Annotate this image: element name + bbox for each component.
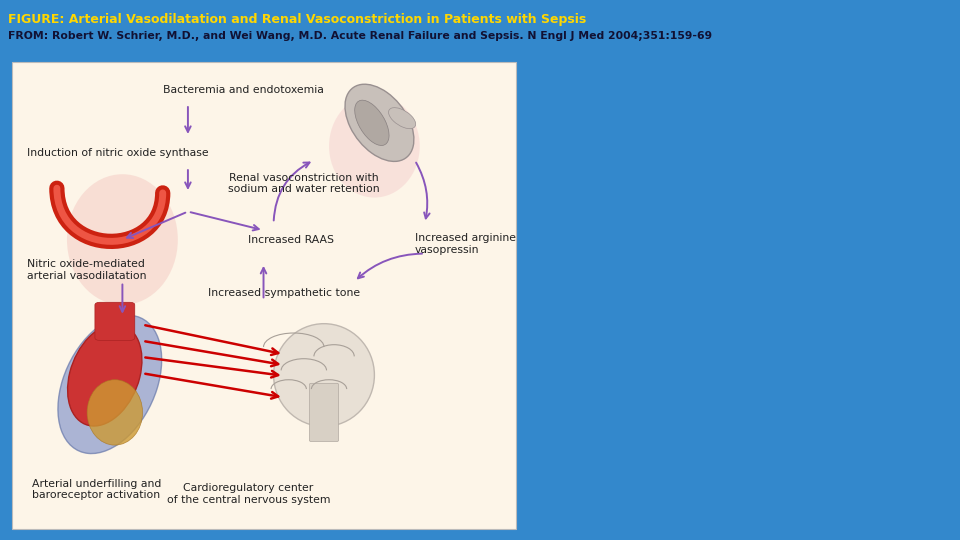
Text: Induction of nitric oxide synthase: Induction of nitric oxide synthase — [27, 148, 208, 158]
Text: Renal vasoconstriction with
sodium and water retention: Renal vasoconstriction with sodium and w… — [228, 173, 379, 194]
Text: Cardioregulatory center
of the central nervous system: Cardioregulatory center of the central n… — [167, 483, 330, 505]
Ellipse shape — [329, 95, 420, 198]
Ellipse shape — [87, 380, 142, 445]
Ellipse shape — [58, 315, 161, 454]
FancyBboxPatch shape — [309, 383, 339, 442]
Text: Nitric oxide-mediated
arterial vasodilatation: Nitric oxide-mediated arterial vasodilat… — [27, 259, 146, 281]
FancyBboxPatch shape — [95, 302, 134, 340]
Text: Increased RAAS: Increased RAAS — [249, 234, 334, 245]
Text: FROM: Robert W. Schrier, M.D., and Wei Wang, M.D. Acute Renal Failure and Sepsis: FROM: Robert W. Schrier, M.D., and Wei W… — [8, 31, 711, 41]
Text: Bacteremia and endotoxemia: Bacteremia and endotoxemia — [162, 85, 324, 95]
Text: Increased sympathetic tone: Increased sympathetic tone — [208, 288, 360, 298]
Ellipse shape — [389, 107, 416, 129]
Ellipse shape — [354, 100, 389, 145]
FancyBboxPatch shape — [12, 62, 516, 529]
Text: FIGURE: Arterial Vasodilatation and Renal Vasoconstriction in Patients with Seps: FIGURE: Arterial Vasodilatation and Rena… — [8, 14, 586, 26]
Ellipse shape — [67, 324, 142, 426]
Ellipse shape — [274, 323, 374, 427]
Ellipse shape — [67, 174, 178, 305]
Text: Arterial underfilling and
baroreceptor activation: Arterial underfilling and baroreceptor a… — [32, 478, 161, 500]
Ellipse shape — [345, 84, 414, 161]
Text: Increased arginine
vasopressin: Increased arginine vasopressin — [415, 233, 516, 255]
